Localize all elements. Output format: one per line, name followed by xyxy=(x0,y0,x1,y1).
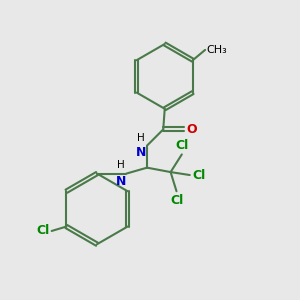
Text: Cl: Cl xyxy=(192,169,206,182)
Text: N: N xyxy=(116,175,126,188)
Text: Cl: Cl xyxy=(170,194,183,207)
Text: CH₃: CH₃ xyxy=(207,45,227,55)
Text: H: H xyxy=(137,133,145,142)
Text: Cl: Cl xyxy=(175,139,188,152)
Text: Cl: Cl xyxy=(37,224,50,238)
Text: O: O xyxy=(186,123,197,136)
Text: N: N xyxy=(136,146,146,160)
Text: H: H xyxy=(117,160,125,170)
